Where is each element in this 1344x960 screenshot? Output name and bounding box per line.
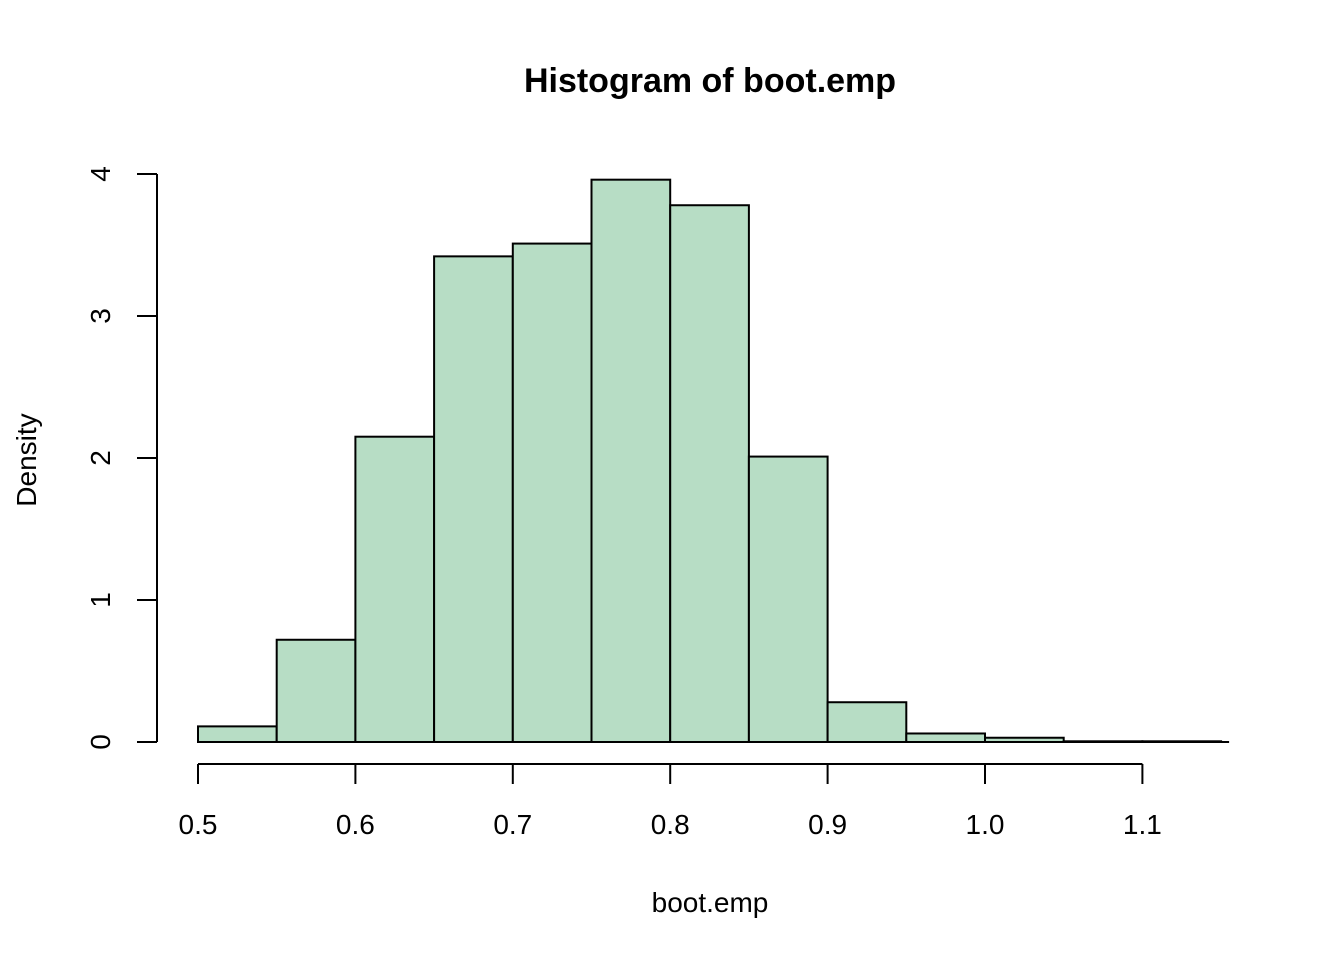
y-axis: 0 1 2 3 4 [85, 166, 158, 750]
bars-group [197, 178, 1230, 744]
histogram-bar-3 [433, 255, 514, 743]
histogram-bar-0 [197, 725, 278, 744]
histogram-bar-1 [275, 638, 357, 744]
y-tick-label: 0 [85, 734, 116, 750]
histogram-bar-2 [354, 435, 436, 743]
histogram-bar-5 [590, 178, 672, 743]
histogram-bar-7 [747, 455, 829, 743]
y-tick-label: 3 [85, 308, 116, 324]
x-tick-label: 1.0 [966, 809, 1005, 840]
chart-title: Histogram of boot.emp [524, 62, 896, 100]
x-axis-label: boot.emp [652, 887, 769, 918]
y-tick-label: 2 [85, 450, 116, 466]
x-tick-label: 1.1 [1123, 809, 1162, 840]
x-axis: 0.5 0.6 0.7 0.8 0.9 1.0 1.1 [179, 763, 1162, 840]
histogram-bar-6 [669, 204, 750, 744]
x-tick-label: 0.7 [493, 809, 532, 840]
y-tick-label: 4 [85, 166, 116, 182]
x-tick-label: 0.9 [808, 809, 847, 840]
histogram-bar-4 [511, 242, 593, 744]
x-tick-label: 0.6 [336, 809, 375, 840]
y-tick-label: 1 [85, 592, 116, 608]
x-tick-label: 0.5 [179, 809, 218, 840]
histogram-bar-9 [905, 732, 986, 743]
x-tick-label: 0.8 [651, 809, 690, 840]
histogram-bar-8 [826, 701, 908, 743]
y-axis-label: Density [11, 413, 42, 506]
